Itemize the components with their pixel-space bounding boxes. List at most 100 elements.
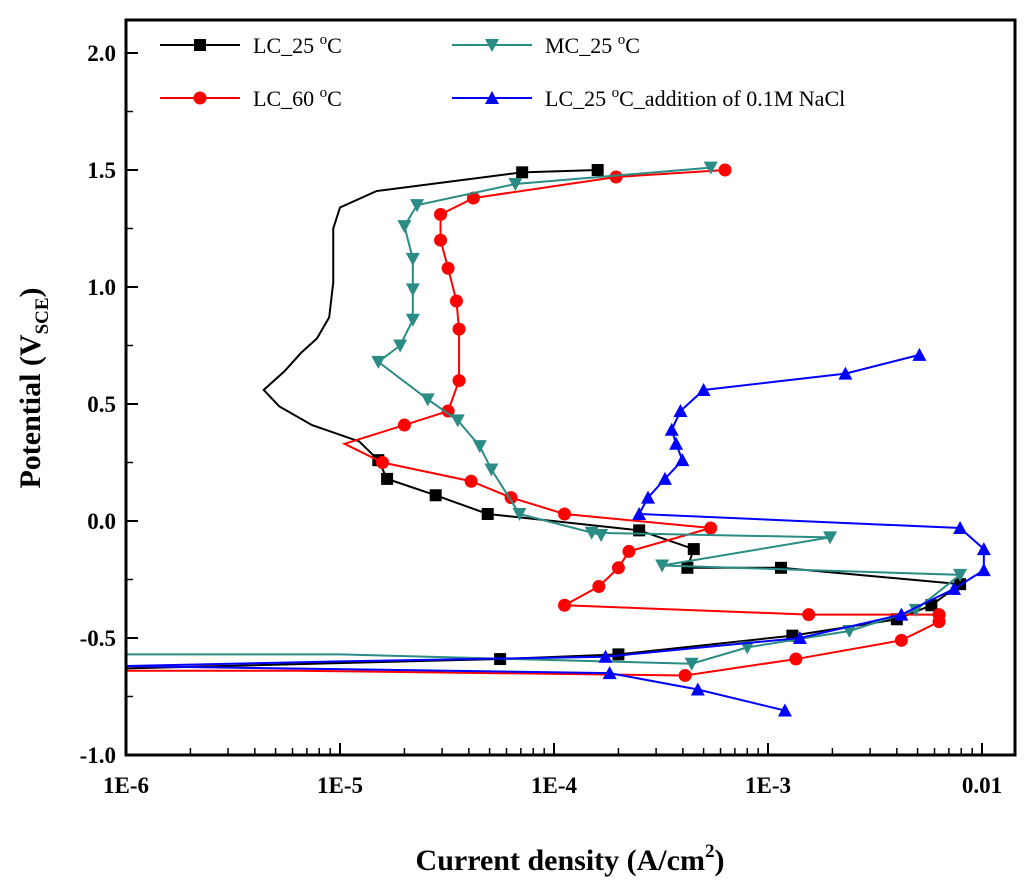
data-point xyxy=(684,657,699,671)
data-point xyxy=(449,294,463,308)
plot-frame xyxy=(124,18,1017,757)
data-point xyxy=(381,472,394,485)
series-3 xyxy=(126,161,968,671)
data-point xyxy=(558,598,572,612)
data-point xyxy=(696,382,711,396)
data-point xyxy=(598,649,613,663)
data-point xyxy=(777,703,792,717)
y-tick-label: 0.5 xyxy=(87,392,116,417)
data-point xyxy=(657,471,672,485)
data-point xyxy=(687,543,700,556)
data-point xyxy=(953,568,968,582)
data-point xyxy=(397,418,411,432)
data-point xyxy=(609,170,623,184)
data-point xyxy=(703,161,718,175)
data-point xyxy=(669,436,684,450)
legend-marker xyxy=(485,91,499,104)
data-point xyxy=(393,339,408,353)
data-point xyxy=(673,404,688,418)
legend-entry: LC_25 oC xyxy=(160,32,342,58)
data-point xyxy=(450,414,465,428)
data-point xyxy=(410,199,425,213)
legend-entry: MC_25 oC xyxy=(452,32,640,58)
x-axis-label: Current density (A/cm2) xyxy=(416,841,725,877)
data-point xyxy=(622,544,636,558)
legend-marker xyxy=(485,39,499,52)
y-tick-label: 1.0 xyxy=(87,275,116,300)
data-point xyxy=(405,283,420,297)
legend-label: LC_25 oC_addition of 0.1M NaCl xyxy=(545,85,845,111)
data-point xyxy=(434,233,448,247)
x-tick-label: 1E-5 xyxy=(317,773,363,798)
data-point xyxy=(740,641,755,655)
legend-entry: LC_60 oC xyxy=(160,85,342,111)
data-point xyxy=(420,393,435,407)
x-tick-label: 1E-3 xyxy=(745,773,791,798)
y-tick-label: 1.5 xyxy=(87,158,116,183)
data-point xyxy=(789,652,803,666)
data-point xyxy=(678,668,692,682)
data-point xyxy=(953,521,968,535)
legend-label: LC_60 oC xyxy=(253,85,342,111)
data-point xyxy=(612,648,625,661)
data-point xyxy=(704,521,718,535)
data-point xyxy=(611,561,625,575)
series-2 xyxy=(126,163,946,682)
data-point xyxy=(718,163,732,177)
data-point xyxy=(932,608,946,622)
data-point xyxy=(591,164,604,176)
data-point xyxy=(481,507,494,520)
data-point xyxy=(592,580,606,594)
data-point xyxy=(484,463,499,477)
legend-marker xyxy=(194,39,206,51)
x-tick-label: 0.01 xyxy=(962,773,1002,798)
series-line xyxy=(126,169,941,677)
data-point xyxy=(681,561,694,574)
x-tick-label: 1E-4 xyxy=(531,773,578,798)
legend-marker xyxy=(193,91,207,105)
x-tick-label: 1E-6 xyxy=(103,773,149,798)
data-point xyxy=(452,374,466,388)
data-point xyxy=(838,366,853,380)
data-point xyxy=(405,313,420,327)
data-point xyxy=(976,542,991,556)
data-point xyxy=(429,489,442,502)
data-point xyxy=(405,252,420,266)
y-tick-label: -0.5 xyxy=(80,626,116,651)
data-point xyxy=(371,355,386,369)
legend-label: MC_25 oC xyxy=(545,32,640,58)
data-point xyxy=(464,474,478,488)
data-point xyxy=(894,633,908,647)
data-point xyxy=(664,422,679,436)
data-point xyxy=(508,178,523,192)
y-tick-label: 0.0 xyxy=(87,509,116,534)
data-point xyxy=(976,563,991,577)
data-point xyxy=(641,490,656,504)
data-point xyxy=(792,631,807,644)
legend-label: LC_25 oC xyxy=(253,32,342,58)
legend: LC_25 oC LC_60 oC MC_25 oC LC_25 oC_additio… xyxy=(160,32,845,111)
data-point xyxy=(472,440,487,454)
data-point xyxy=(602,666,617,680)
data-point xyxy=(894,607,909,621)
data-point xyxy=(908,603,923,617)
data-point xyxy=(675,453,690,467)
data-point xyxy=(947,581,962,595)
y-axis-label: Potential (VSCE) xyxy=(14,287,53,488)
data-point xyxy=(466,191,480,205)
data-point xyxy=(690,682,705,696)
axis-ticks: 1E-6 1E-5 1E-4 1E-3 0.01 -1.0 -0.5 0.0 0.5 1.0 1.5… xyxy=(80,41,1003,798)
data-point xyxy=(397,220,412,234)
data-point xyxy=(441,261,455,275)
data-point xyxy=(823,531,838,545)
data-point xyxy=(594,529,609,543)
series-line xyxy=(126,166,963,665)
data-point xyxy=(558,507,572,521)
data-point xyxy=(912,347,927,361)
y-tick-label: 2.0 xyxy=(87,41,116,66)
data-point xyxy=(376,456,390,469)
data-point xyxy=(516,166,529,179)
data-point xyxy=(434,207,448,221)
data-point xyxy=(774,561,787,574)
